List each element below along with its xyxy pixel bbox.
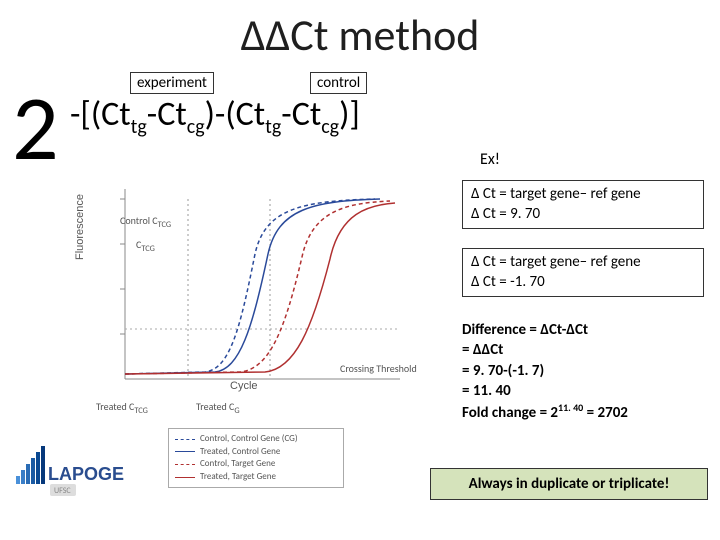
legend-text: Treated, Control Gene [200, 446, 280, 459]
diff-l2: = ΔΔCt [462, 340, 628, 360]
label-ctcg: CTCG [136, 238, 155, 254]
logo-bar [36, 452, 40, 484]
y-axis-label: Fluorescence [74, 194, 86, 260]
logo-bar [41, 446, 45, 484]
diff-l5a: Fold change = 2 [462, 404, 558, 422]
label-treated-cg: Treated CG [196, 400, 240, 416]
difference-block: Difference = ΔCt-ΔCt = ΔΔCt = 9. 70-(-1.… [462, 320, 628, 423]
x-axis-label: Cycle [230, 380, 258, 392]
logo-svg: LAPOGE UFSC [14, 440, 134, 500]
formula-p1: -[(Ct [70, 94, 131, 135]
label-control-ct-sub: TCG [158, 220, 172, 230]
formula-s3: tg [265, 115, 281, 139]
legend-swatch [175, 451, 195, 452]
formula-s1: tg [131, 115, 147, 139]
label-control-ct: Control CTCG [120, 214, 171, 230]
diff-l1: Difference = ΔCt-ΔCt [462, 320, 628, 340]
annot2-line2: Δ Ct = -1. 70 [471, 273, 695, 293]
legend-text: Control, Target Gene [200, 458, 275, 471]
delta-ct-box-2: Δ Ct = target gene– ref gene Δ Ct = -1. … [462, 248, 704, 297]
legend-row: Control, Control Gene (CG) [175, 433, 337, 446]
example-label: Ex! [480, 150, 500, 169]
label-crossing-threshold: Crossing Threshold [340, 362, 417, 375]
logo-bar [16, 476, 20, 484]
formula-p4: -Ct [281, 94, 321, 135]
label-treated-cg-sub: G [234, 406, 239, 416]
legend-text: Control, Control Gene (CG) [200, 433, 298, 446]
annot1-line1: Δ Ct = target gene– ref gene [471, 185, 695, 205]
legend-row: Treated, Control Gene [175, 446, 337, 459]
formula-s4: cg [321, 115, 339, 139]
annot2-line1: Δ Ct = target gene– ref gene [471, 253, 695, 273]
exponent-formula: -[(Cttg-Ctcg)-(Cttg-Ctcg)] [70, 94, 360, 139]
diff-l4: = 11. 40 [462, 381, 628, 401]
delta-ct-box-1: Δ Ct = target gene– ref gene Δ Ct = 9. 7… [462, 180, 704, 229]
legend-row: Treated, Target Gene [175, 471, 337, 484]
diff-l3: = 9. 70-(-1. 7) [462, 361, 628, 381]
legend-swatch [175, 464, 195, 465]
diff-l5b: = 2702 [583, 404, 628, 422]
diff-l5sup: 11. 40 [558, 401, 583, 414]
control-label-box: control [310, 72, 367, 94]
formula-s2: cg [187, 115, 205, 139]
logo-name: LAPOGE [48, 464, 124, 484]
formula-p2: -Ct [147, 94, 187, 135]
base-two: 2 [12, 82, 59, 174]
logo-bar [31, 458, 35, 484]
label-treated-tcg-text: Treated C [96, 400, 134, 413]
lapoge-logo: LAPOGE UFSC [14, 440, 134, 500]
experiment-label-box: experiment [130, 72, 214, 94]
chart-legend: Control, Control Gene (CG)Treated, Contr… [168, 428, 344, 488]
legend-text: Treated, Target Gene [200, 471, 276, 484]
replicate-banner: Always in duplicate or triplicate! [430, 468, 708, 500]
logo-bar [21, 470, 25, 484]
label-treated-cg-text: Treated C [196, 400, 234, 413]
diff-l5: Fold change = 211. 40 = 2702 [462, 401, 628, 423]
logo-sub: UFSC [54, 486, 71, 496]
label-ctcg-sub: TCG [141, 244, 155, 254]
label-treated-tcg: Treated CTCG [96, 400, 148, 416]
legend-swatch [175, 477, 195, 478]
legend-row: Control, Target Gene [175, 458, 337, 471]
formula-p5: )] [339, 94, 360, 135]
logo-bar [26, 464, 30, 484]
formula-p3: )-(Ct [205, 94, 266, 135]
annot1-line2: Δ Ct = 9. 70 [471, 205, 695, 225]
label-control-ct-text: Control C [120, 214, 158, 227]
page-title: ΔΔCt method [0, 0, 720, 62]
label-treated-tcg-sub: TCG [134, 406, 148, 416]
legend-swatch [175, 439, 195, 440]
